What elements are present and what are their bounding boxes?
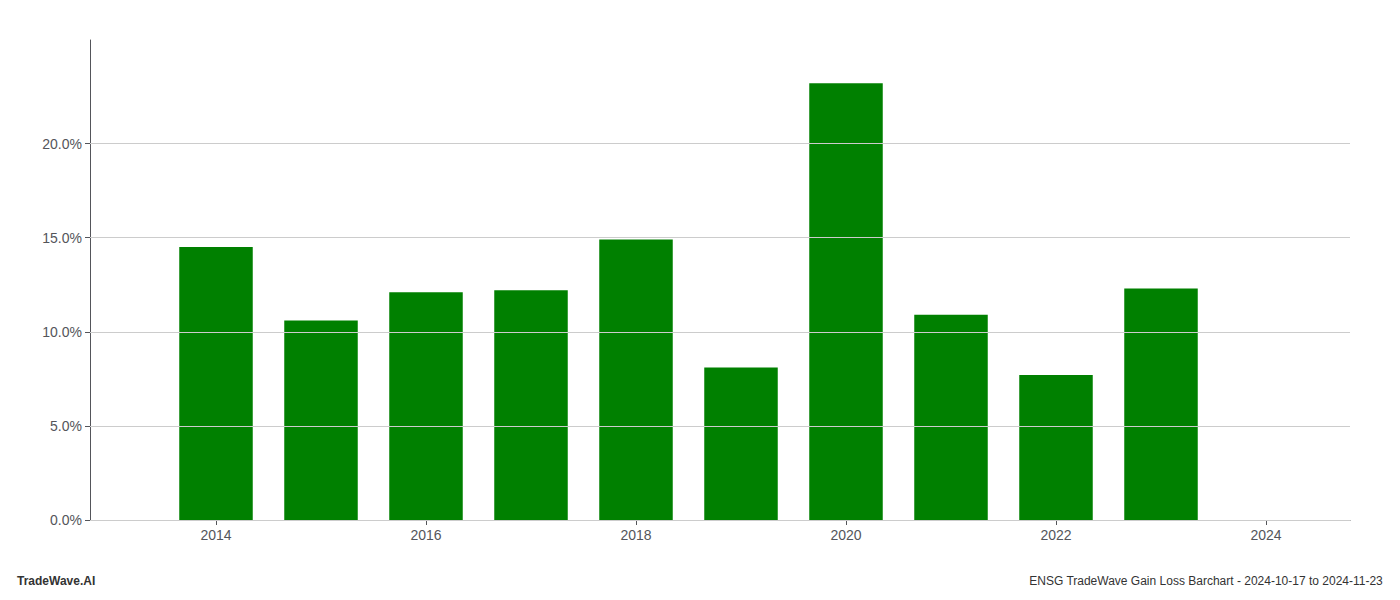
svg-text:ENSG TradeWave Gain Loss Barch: ENSG TradeWave Gain Loss Barchart - 2024… xyxy=(1029,574,1383,588)
svg-text:TradeWave.AI: TradeWave.AI xyxy=(17,574,95,588)
svg-text:2018: 2018 xyxy=(620,527,651,543)
svg-text:20.0%: 20.0% xyxy=(42,136,82,152)
svg-text:5.0%: 5.0% xyxy=(50,418,82,434)
svg-text:2016: 2016 xyxy=(410,527,441,543)
svg-text:2024: 2024 xyxy=(1250,527,1281,543)
svg-text:2014: 2014 xyxy=(200,527,231,543)
svg-text:10.0%: 10.0% xyxy=(42,324,82,340)
svg-text:15.0%: 15.0% xyxy=(42,230,82,246)
svg-text:2020: 2020 xyxy=(830,527,861,543)
svg-text:2022: 2022 xyxy=(1040,527,1071,543)
svg-text:0.0%: 0.0% xyxy=(50,512,82,528)
